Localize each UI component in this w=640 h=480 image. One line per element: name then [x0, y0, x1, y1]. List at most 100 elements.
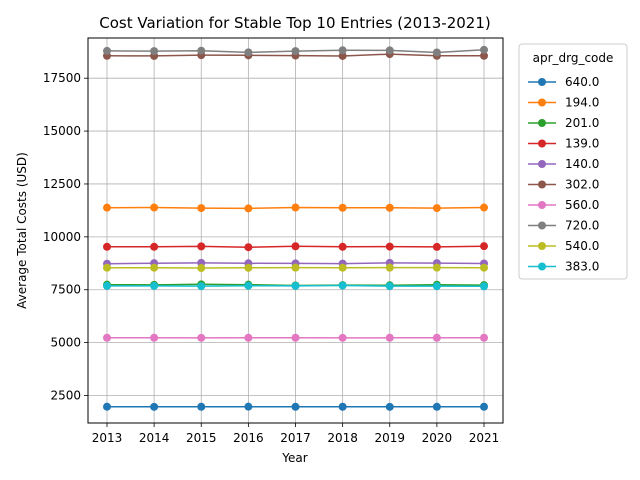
- y-tick-label: 12500: [43, 177, 81, 191]
- data-point: [480, 282, 488, 291]
- series-640.0: [103, 402, 488, 411]
- data-point: [432, 263, 441, 272]
- legend-label: 720.0: [565, 219, 599, 233]
- legend-label: 640.0: [565, 75, 599, 89]
- legend-marker: [538, 139, 546, 148]
- data-point: [103, 46, 111, 55]
- data-point: [291, 203, 300, 212]
- data-point: [480, 263, 488, 272]
- data-point: [480, 51, 488, 60]
- x-axis-label: Year: [281, 451, 307, 465]
- data-point: [103, 281, 111, 290]
- data-point: [385, 263, 394, 272]
- legend-label: 140.0: [565, 157, 599, 171]
- data-point: [197, 282, 206, 291]
- data-point: [338, 46, 347, 55]
- legend-title: apr_drg_code: [533, 51, 614, 65]
- legend-item: 194.0: [528, 96, 599, 110]
- x-tick-label: 2021: [469, 431, 500, 445]
- data-point: [103, 263, 111, 272]
- y-tick-label: 17500: [43, 71, 81, 85]
- series-194.0: [103, 203, 488, 213]
- data-point: [150, 242, 159, 251]
- data-point: [432, 204, 441, 213]
- data-point: [244, 48, 253, 57]
- data-point: [385, 333, 394, 342]
- x-tick-label: 2014: [139, 431, 170, 445]
- x-tick-label: 2017: [280, 431, 311, 445]
- data-point: [432, 282, 441, 291]
- data-point: [432, 333, 441, 342]
- y-tick-label: 7500: [50, 283, 81, 297]
- data-point: [103, 402, 111, 411]
- legend-label: 383.0: [565, 260, 599, 274]
- legend-item: 139.0: [528, 137, 599, 151]
- data-point: [480, 402, 488, 411]
- legend-item: 540.0: [528, 239, 599, 253]
- data-point: [385, 203, 394, 212]
- chart-title: Cost Variation for Stable Top 10 Entries…: [99, 14, 491, 32]
- data-point: [150, 263, 159, 272]
- data-point: [244, 333, 253, 342]
- legend-label: 540.0: [565, 239, 599, 253]
- data-point: [385, 242, 394, 251]
- axis-ticks: 2013 2014 2015 2016 2017 2018 2019 2020 2021 2500…: [43, 71, 499, 445]
- data-point: [432, 402, 441, 411]
- data-point: [480, 45, 488, 54]
- legend-label: 302.0: [565, 178, 599, 192]
- legend-marker: [538, 242, 546, 250]
- data-point: [291, 281, 300, 290]
- legend-marker: [538, 221, 546, 230]
- data-point: [338, 402, 347, 411]
- data-point: [432, 242, 441, 251]
- data-point: [480, 333, 488, 342]
- data-point: [103, 333, 111, 342]
- data-point: [197, 264, 206, 273]
- data-point: [197, 333, 206, 342]
- data-point: [150, 402, 159, 411]
- data-point: [197, 46, 206, 55]
- series-720.0: [103, 45, 488, 57]
- data-point: [291, 402, 300, 411]
- legend-marker: [538, 201, 546, 209]
- legend: apr_drg_code 640.0 194.0 201.0 139.0 140.0 30…: [518, 43, 628, 280]
- legend-item: 383.0: [528, 260, 599, 274]
- legend-marker: [538, 98, 546, 107]
- legend-marker: [538, 119, 546, 127]
- data-point: [338, 263, 347, 272]
- y-tick-label: 15000: [43, 124, 81, 138]
- x-tick-label: 2019: [374, 431, 405, 445]
- legend-label: 139.0: [565, 137, 599, 151]
- legend-label: 194.0: [565, 96, 599, 110]
- legend-marker: [538, 262, 546, 271]
- legend-label: 560.0: [565, 198, 599, 212]
- x-tick-label: 2020: [422, 431, 453, 445]
- data-point: [291, 263, 300, 272]
- legend-marker: [538, 160, 546, 168]
- data-point: [480, 203, 488, 212]
- data-point: [338, 281, 347, 290]
- data-point: [197, 402, 206, 411]
- legend-marker: [538, 180, 546, 189]
- x-tick-label: 2018: [327, 431, 358, 445]
- legend-item: 640.0: [528, 75, 599, 89]
- legend-marker: [538, 78, 546, 86]
- data-point: [150, 47, 159, 56]
- data-point: [385, 402, 394, 411]
- data-point: [244, 243, 253, 252]
- y-tick-label: 5000: [50, 336, 81, 350]
- data-point: [150, 281, 159, 290]
- data-point: [150, 333, 159, 342]
- series-layer: [103, 45, 488, 411]
- data-point: [103, 242, 111, 251]
- data-point: [150, 203, 159, 212]
- data-point: [197, 204, 206, 213]
- data-point: [244, 281, 253, 290]
- data-point: [291, 47, 300, 56]
- data-point: [432, 48, 441, 57]
- series-540.0: [103, 263, 488, 273]
- data-point: [244, 263, 253, 272]
- x-tick-label: 2015: [186, 431, 217, 445]
- series-560.0: [103, 333, 488, 342]
